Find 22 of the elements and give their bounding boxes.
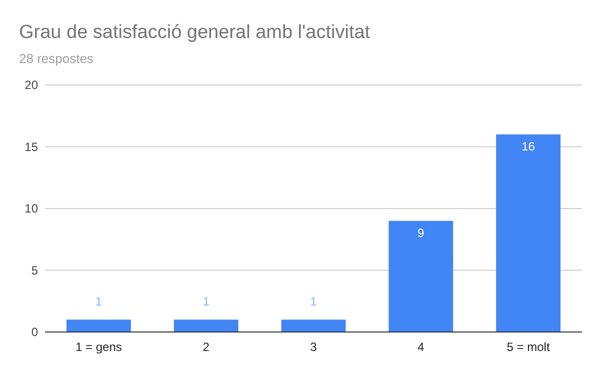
bar	[281, 320, 346, 332]
data-label: 1	[202, 294, 210, 309]
y-tick-label: 0	[31, 325, 38, 339]
x-tick-label: 1 = gens	[76, 340, 122, 354]
x-tick-label: 5 = molt	[506, 340, 550, 354]
bar	[66, 320, 131, 332]
chart-title: Grau de satisfacció general amb l'activitat	[19, 22, 371, 43]
x-tick-label: 4	[418, 340, 425, 354]
x-tick-label: 2	[202, 340, 210, 354]
bar	[174, 320, 238, 332]
bar	[388, 220, 454, 332]
y-tick-label: 20	[24, 78, 38, 92]
y-tick-label: 10	[24, 202, 38, 216]
bar	[496, 134, 561, 332]
data-label: 1	[310, 294, 318, 309]
x-tick-label: 3	[310, 340, 318, 354]
y-tick-label: 5	[31, 263, 38, 278]
data-label: 9	[418, 226, 425, 240]
y-tick-label: 15	[24, 140, 38, 154]
data-label: 16	[522, 139, 536, 154]
chart-subtitle: 28 respostes	[19, 51, 94, 66]
data-label: 1	[95, 294, 102, 309]
